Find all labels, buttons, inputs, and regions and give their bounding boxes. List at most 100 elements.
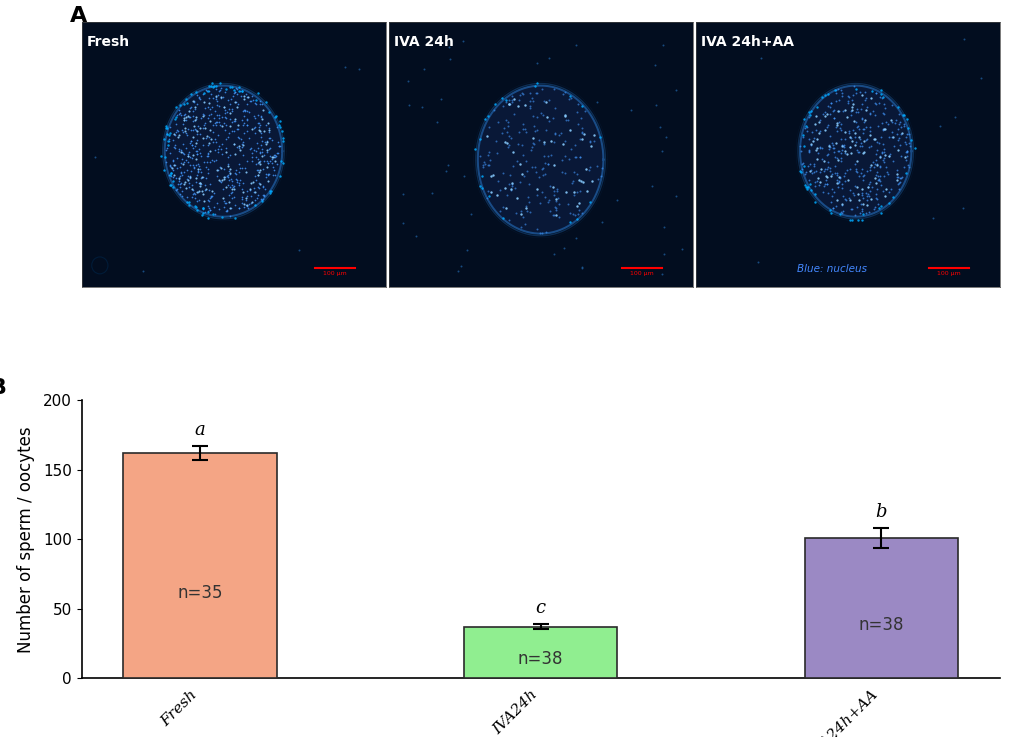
Point xyxy=(201,80,217,92)
Point xyxy=(214,148,230,160)
Point xyxy=(179,122,196,134)
Point xyxy=(236,104,253,116)
Point xyxy=(200,200,216,212)
Point xyxy=(201,85,217,97)
Point xyxy=(850,170,866,181)
Point xyxy=(546,127,562,139)
Point xyxy=(217,198,233,209)
Point xyxy=(249,164,265,175)
Point xyxy=(655,248,672,260)
Point xyxy=(171,188,187,200)
Point xyxy=(198,172,214,184)
Point xyxy=(854,123,870,135)
Point xyxy=(479,130,495,142)
Point xyxy=(512,176,528,188)
Point xyxy=(233,184,250,195)
Point xyxy=(177,93,194,105)
Point xyxy=(571,198,587,209)
Point xyxy=(520,192,536,203)
Point xyxy=(547,128,564,139)
Point xyxy=(198,133,214,144)
Point xyxy=(224,81,240,93)
Point xyxy=(870,97,887,108)
Point xyxy=(203,189,219,201)
Point xyxy=(548,186,565,198)
Point xyxy=(825,186,842,198)
Point xyxy=(900,128,916,140)
Point xyxy=(489,116,505,128)
Point xyxy=(200,212,216,224)
Point xyxy=(504,147,521,158)
Point xyxy=(252,178,268,189)
Point xyxy=(182,172,199,184)
Point xyxy=(860,178,876,190)
Point xyxy=(823,142,840,154)
Point xyxy=(821,170,838,182)
Point xyxy=(491,206,507,217)
Point xyxy=(235,104,252,116)
Point xyxy=(647,60,663,71)
Text: a: a xyxy=(195,422,205,439)
Point xyxy=(206,80,222,91)
Point xyxy=(266,170,282,181)
Point xyxy=(538,125,554,136)
Point xyxy=(805,132,821,144)
Point xyxy=(858,190,874,202)
Point xyxy=(854,127,870,139)
Point xyxy=(818,121,835,133)
Point xyxy=(220,127,236,139)
Point xyxy=(176,166,193,178)
Point xyxy=(190,158,206,170)
Point xyxy=(797,166,813,178)
Point xyxy=(827,122,844,133)
Point xyxy=(248,145,264,157)
Point xyxy=(545,209,561,220)
Point xyxy=(202,203,218,215)
Point xyxy=(206,133,222,144)
Point xyxy=(555,242,572,254)
Point xyxy=(875,102,892,114)
Point xyxy=(523,92,539,104)
Point xyxy=(268,150,284,161)
Point xyxy=(260,124,276,136)
Point xyxy=(571,185,587,197)
Point xyxy=(529,189,545,201)
Point xyxy=(477,158,493,170)
Point xyxy=(868,166,884,178)
Point xyxy=(177,125,194,137)
Point xyxy=(227,86,244,98)
Point xyxy=(539,150,555,161)
Point xyxy=(906,142,922,154)
Point xyxy=(815,165,832,177)
Point xyxy=(501,169,518,181)
Point xyxy=(550,198,567,209)
Point xyxy=(261,156,277,167)
Point xyxy=(566,186,582,198)
Point xyxy=(839,174,855,186)
Point xyxy=(898,128,914,139)
Point xyxy=(227,115,244,127)
Point xyxy=(522,206,538,218)
Point xyxy=(252,155,268,167)
Point xyxy=(175,98,192,110)
Point xyxy=(545,186,561,198)
Point xyxy=(528,77,544,89)
Point xyxy=(567,209,583,220)
Point xyxy=(508,192,525,204)
Point xyxy=(499,141,516,153)
Point xyxy=(189,204,205,216)
Point xyxy=(229,123,246,135)
Point xyxy=(408,230,424,242)
Point xyxy=(531,135,547,147)
Point xyxy=(221,167,237,179)
Point xyxy=(500,139,517,151)
Point xyxy=(200,148,216,160)
Point xyxy=(235,178,252,189)
Point xyxy=(234,138,251,150)
Point xyxy=(261,132,277,144)
Point xyxy=(861,164,877,176)
Point xyxy=(238,185,255,197)
Point xyxy=(529,111,545,122)
Point xyxy=(805,158,821,170)
Point xyxy=(161,170,177,181)
